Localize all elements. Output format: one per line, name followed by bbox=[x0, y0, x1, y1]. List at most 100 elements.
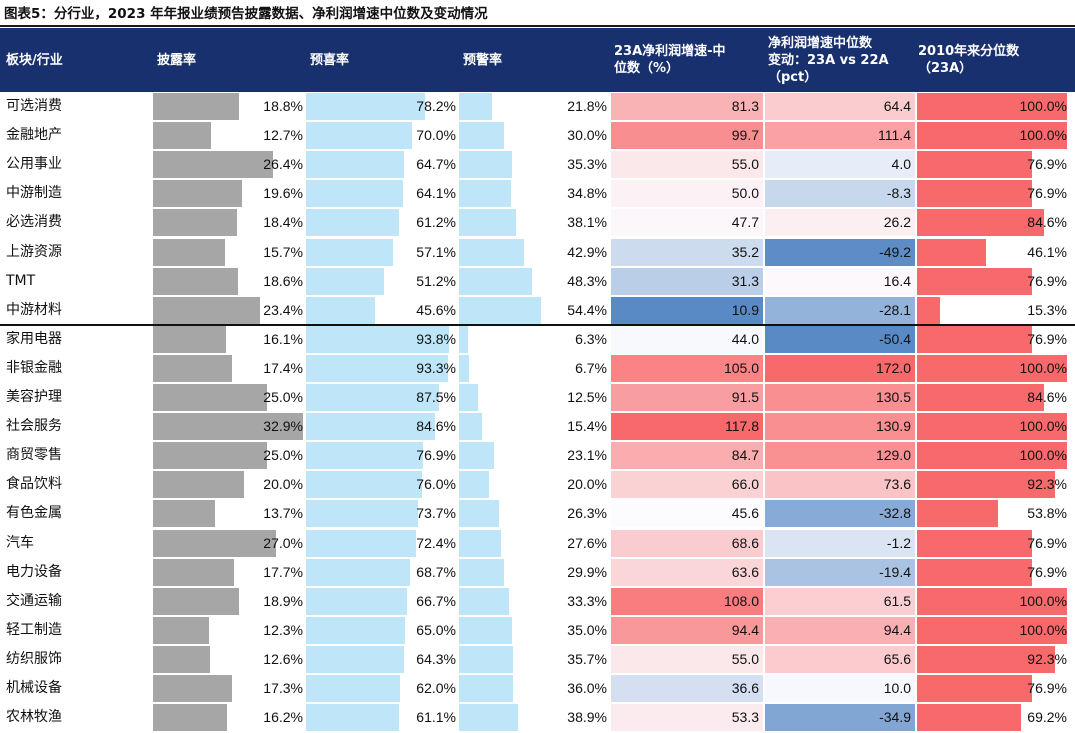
growth-heat bbox=[611, 413, 763, 441]
percentile-bar bbox=[917, 471, 1056, 499]
change-value: -50.4 bbox=[879, 330, 911, 347]
warning-value: 36.0% bbox=[567, 680, 607, 696]
change-heat bbox=[765, 529, 915, 557]
disclosure-value: 25.0% bbox=[263, 389, 303, 405]
positive-value: 93.3% bbox=[416, 359, 456, 376]
growth-value: 55.0 bbox=[731, 156, 759, 173]
growth-heat bbox=[611, 471, 763, 499]
positive-cell: 51.2% bbox=[306, 267, 458, 296]
sector-name: 可选消费 bbox=[6, 98, 62, 114]
disclosure-cell: 18.8% bbox=[153, 92, 305, 121]
warning-value: 27.6% bbox=[567, 534, 607, 551]
growth-heat bbox=[611, 354, 763, 382]
growth-heat bbox=[611, 93, 763, 120]
change-heat bbox=[765, 325, 915, 353]
warning-bar bbox=[459, 587, 510, 615]
warning-value: 29.9% bbox=[567, 563, 607, 580]
positive-bar bbox=[306, 93, 425, 120]
warning-bar bbox=[459, 471, 490, 499]
positive-bar bbox=[306, 354, 448, 382]
percentile-value: 76.9% bbox=[1027, 680, 1067, 696]
positive-value: 93.8% bbox=[416, 330, 456, 347]
table-row: 必选消费 18.4% 61.2% 38.1% 47.7 26.2 84.6% bbox=[0, 208, 1075, 237]
disclosure-bar bbox=[153, 151, 274, 179]
disclosure-cell: 17.4% bbox=[153, 354, 305, 383]
growth-cell: 66.0 bbox=[611, 470, 763, 499]
sector-name: 纺织服饰 bbox=[6, 650, 62, 667]
positive-value: 64.7% bbox=[416, 156, 456, 173]
growth-heat bbox=[611, 384, 763, 411]
table-row: 可选消费 18.8% 78.2% 21.8% 81.3 64.4 100.0% bbox=[0, 92, 1075, 121]
percentile-bar bbox=[917, 500, 998, 528]
positive-value: 64.1% bbox=[416, 185, 456, 202]
percentile-bar bbox=[917, 93, 1067, 120]
warning-bar bbox=[459, 238, 524, 266]
change-heat bbox=[765, 384, 915, 411]
growth-value: 63.6 bbox=[731, 563, 759, 580]
warning-value: 54.4% bbox=[567, 301, 607, 318]
change-cell: -50.4 bbox=[765, 325, 915, 354]
disclosure-bar bbox=[153, 238, 225, 266]
disclosure-value: 16.1% bbox=[263, 330, 303, 347]
sector-name: 食品饮料 bbox=[6, 476, 62, 493]
percentile-cell: 100.0% bbox=[917, 587, 1069, 616]
disclosure-value: 15.7% bbox=[263, 243, 303, 260]
sector-name: 必选消费 bbox=[6, 214, 62, 231]
disclosure-bar bbox=[153, 442, 267, 470]
percentile-bar bbox=[917, 616, 1067, 644]
percentile-value: 100.0% bbox=[1019, 447, 1067, 464]
growth-cell: 53.3 bbox=[611, 703, 763, 732]
change-value: 10.0 bbox=[883, 680, 911, 696]
positive-bar bbox=[306, 151, 405, 179]
growth-heat bbox=[611, 267, 763, 295]
growth-heat bbox=[611, 238, 763, 266]
warning-cell: 54.4% bbox=[459, 296, 609, 325]
disclosure-value: 18.8% bbox=[263, 98, 303, 114]
disclosure-cell: 15.7% bbox=[153, 238, 305, 267]
warning-cell: 29.9% bbox=[459, 558, 609, 587]
percentile-bar bbox=[917, 267, 1033, 295]
change-cell: 73.6 bbox=[765, 470, 915, 499]
warning-cell: 35.3% bbox=[459, 150, 609, 179]
positive-value: 64.3% bbox=[416, 650, 456, 667]
warning-cell: 30.0% bbox=[459, 121, 609, 150]
change-heat bbox=[765, 500, 915, 528]
positive-cell: 66.7% bbox=[306, 587, 458, 616]
growth-value: 99.7 bbox=[731, 127, 759, 144]
positive-value: 45.6% bbox=[416, 301, 456, 318]
disclosure-value: 12.6% bbox=[263, 650, 303, 667]
table-header: 板块/行业 披露率 预喜率 预警率 23A净利润增速-中 位数（%） 净利润增速… bbox=[0, 28, 1075, 92]
change-value: 130.9 bbox=[875, 418, 911, 435]
warning-value: 33.3% bbox=[567, 592, 607, 609]
percentile-value: 15.3% bbox=[1027, 301, 1067, 318]
change-cell: 4.0 bbox=[765, 150, 915, 179]
disclosure-value: 17.3% bbox=[263, 680, 303, 696]
positive-value: 66.7% bbox=[416, 592, 456, 609]
title-rule bbox=[0, 25, 1075, 27]
growth-heat bbox=[611, 209, 763, 237]
growth-cell: 99.7 bbox=[611, 121, 763, 150]
percentile-cell: 76.9% bbox=[917, 267, 1069, 296]
table-row: 公用事业 26.4% 64.7% 35.3% 55.0 4.0 76.9% bbox=[0, 150, 1075, 179]
percentile-value: 76.9% bbox=[1027, 534, 1067, 551]
warning-cell: 27.6% bbox=[459, 529, 609, 558]
disclosure-cell: 27.0% bbox=[153, 529, 305, 558]
positive-cell: 64.7% bbox=[306, 150, 458, 179]
positive-cell: 76.9% bbox=[306, 441, 458, 470]
change-value: -19.4 bbox=[879, 563, 911, 580]
disclosure-cell: 18.4% bbox=[153, 208, 305, 237]
percentile-cell: 76.9% bbox=[917, 150, 1069, 179]
table-row: 商贸零售 25.0% 76.9% 23.1% 84.7 129.0 100.0% bbox=[0, 441, 1075, 470]
table-row: 纺织服饰 12.6% 64.3% 35.7% 55.0 65.6 92.3% bbox=[0, 645, 1075, 674]
positive-value: 57.1% bbox=[416, 243, 456, 260]
change-heat bbox=[765, 354, 915, 382]
disclosure-bar bbox=[153, 616, 210, 644]
table-row: 非银金融 17.4% 93.3% 6.7% 105.0 172.0 100.0% bbox=[0, 354, 1075, 383]
header-sector: 板块/行业 bbox=[6, 52, 63, 68]
change-heat bbox=[765, 296, 915, 324]
positive-cell: 64.1% bbox=[306, 179, 458, 208]
disclosure-value: 17.7% bbox=[263, 563, 303, 580]
disclosure-value: 18.4% bbox=[263, 214, 303, 231]
header-median-growth: 23A净利润增速-中 位数（%） bbox=[614, 44, 726, 76]
disclosure-bar bbox=[153, 413, 303, 441]
